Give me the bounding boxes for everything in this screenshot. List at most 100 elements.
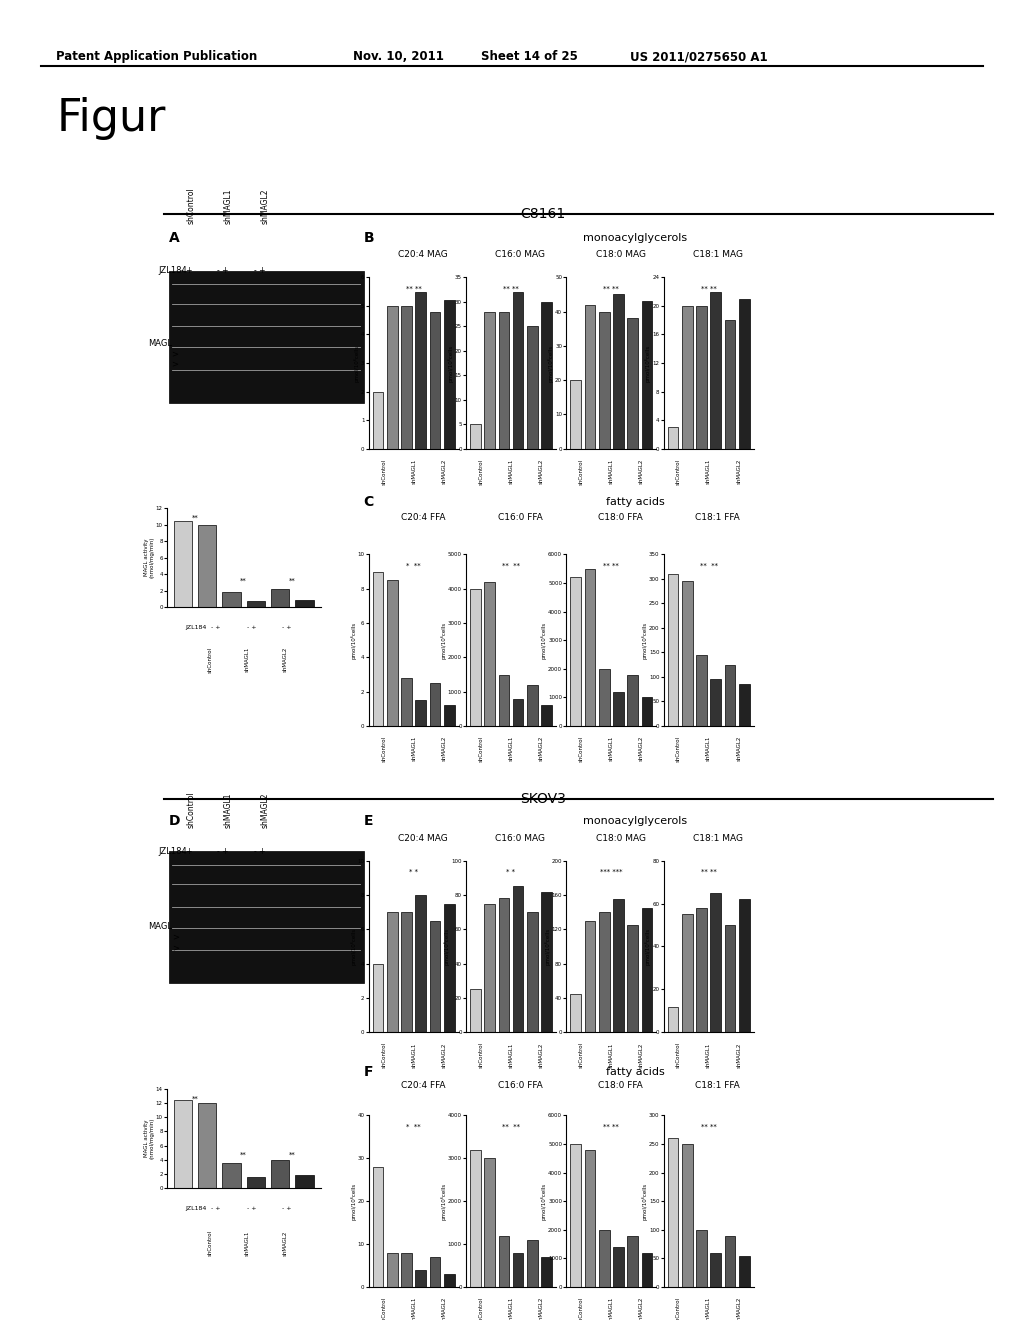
Text: shControl: shControl	[676, 1043, 681, 1068]
Bar	[222, 593, 241, 607]
Text: shControl: shControl	[579, 458, 584, 484]
Y-axis label: MAGL activity
(nmol/mg/min): MAGL activity (nmol/mg/min)	[143, 537, 155, 578]
Text: shMAGL2: shMAGL2	[639, 737, 644, 762]
Bar	[542, 891, 552, 1032]
Bar	[271, 1160, 289, 1188]
Text: - +: - +	[247, 1206, 256, 1212]
Text: shMAGL2: shMAGL2	[283, 1230, 288, 1255]
Text: *** ***: *** ***	[600, 870, 623, 875]
Text: shMAGL2: shMAGL2	[639, 1296, 644, 1320]
Text: shMAGL2: shMAGL2	[441, 458, 446, 484]
Y-axis label: pmol/10⁶cells: pmol/10⁶cells	[353, 345, 359, 381]
Text: ** **: ** **	[700, 870, 717, 875]
Bar	[373, 392, 383, 449]
Text: C18:0 FFA: C18:0 FFA	[598, 513, 643, 521]
Text: shMAGL1: shMAGL1	[609, 737, 613, 762]
Text: - +: - +	[217, 267, 229, 275]
Text: shMAGL1: shMAGL1	[224, 189, 232, 224]
Bar	[430, 312, 440, 449]
Bar	[613, 294, 624, 449]
Text: A: A	[169, 231, 179, 244]
Bar	[599, 312, 609, 449]
Bar	[527, 326, 538, 449]
Bar	[199, 525, 216, 607]
Bar	[470, 424, 480, 449]
Bar	[174, 1100, 193, 1188]
Text: shControl: shControl	[478, 1043, 483, 1068]
Text: MAGL: MAGL	[148, 339, 172, 347]
Text: B: B	[364, 231, 374, 244]
Bar	[599, 1230, 609, 1287]
Bar	[642, 301, 652, 449]
Bar	[430, 921, 440, 1032]
Y-axis label: pmol/10⁶cells: pmol/10⁶cells	[645, 928, 651, 965]
Text: shMAGL2: shMAGL2	[539, 458, 544, 484]
Text: shMAGL2: shMAGL2	[736, 458, 741, 484]
Text: shControl: shControl	[579, 1296, 584, 1320]
Text: shControl: shControl	[381, 737, 386, 762]
Bar	[484, 1159, 495, 1287]
Text: *  **: * **	[407, 564, 421, 569]
Bar	[696, 1230, 707, 1287]
Bar	[513, 887, 523, 1032]
Text: F: F	[364, 1065, 373, 1078]
Text: shMAGL2: shMAGL2	[539, 737, 544, 762]
Text: shControl: shControl	[676, 1296, 681, 1320]
Bar	[527, 685, 538, 726]
Bar	[401, 678, 412, 726]
Text: Patent Application Publication: Patent Application Publication	[56, 50, 258, 63]
Bar	[542, 1257, 552, 1287]
Bar	[295, 599, 313, 607]
Text: monoacylglycerols: monoacylglycerols	[583, 232, 687, 243]
Text: SKOV3: SKOV3	[520, 792, 565, 805]
Text: C16:0 FFA: C16:0 FFA	[498, 1081, 543, 1089]
Text: - +: - +	[247, 624, 256, 630]
Text: shMAGL1: shMAGL1	[609, 458, 613, 484]
Text: ** **: ** **	[700, 286, 717, 292]
Text: C20:4 MAG: C20:4 MAG	[398, 834, 447, 842]
Text: JZL184: JZL184	[185, 1206, 207, 1212]
Bar	[513, 1253, 523, 1287]
Bar	[570, 577, 581, 726]
Text: monoacylglycerols: monoacylglycerols	[583, 816, 687, 826]
Bar	[169, 851, 364, 983]
Text: shMAGL2: shMAGL2	[736, 1043, 741, 1068]
Text: >: >	[171, 360, 178, 368]
Text: ** **: ** **	[503, 286, 519, 292]
Y-axis label: pmol/10⁶cells: pmol/10⁶cells	[350, 1183, 356, 1220]
Text: MAGL: MAGL	[148, 923, 172, 931]
Text: - +: - +	[211, 1206, 221, 1212]
Text: - +: - +	[211, 624, 221, 630]
Text: shControl: shControl	[187, 187, 196, 224]
Text: shMAGL2: shMAGL2	[283, 647, 288, 672]
Text: D: D	[169, 814, 180, 828]
Text: shControl: shControl	[579, 1043, 584, 1068]
Bar	[387, 579, 397, 726]
Text: shMAGL1: shMAGL1	[224, 792, 232, 828]
Bar	[725, 321, 735, 449]
Text: shControl: shControl	[478, 1296, 483, 1320]
Bar	[199, 1104, 216, 1188]
Bar	[484, 312, 495, 449]
Text: ** **: ** **	[406, 286, 422, 292]
Y-axis label: pmol/10⁶cells: pmol/10⁶cells	[548, 345, 554, 381]
Text: shMAGL2: shMAGL2	[736, 1296, 741, 1320]
Bar	[295, 1175, 313, 1188]
Bar	[711, 680, 721, 726]
Bar	[484, 903, 495, 1032]
Bar	[527, 912, 538, 1032]
Text: shMAGL1: shMAGL1	[412, 1043, 416, 1068]
Bar	[470, 990, 480, 1032]
Text: shMAGL2: shMAGL2	[736, 737, 741, 762]
Text: C18:1 MAG: C18:1 MAG	[693, 834, 742, 842]
Text: shMAGL2: shMAGL2	[639, 458, 644, 484]
Bar	[499, 1236, 509, 1287]
Text: * *: * *	[507, 870, 515, 875]
Text: C20:4 FFA: C20:4 FFA	[400, 513, 445, 521]
Bar	[222, 1163, 241, 1188]
Text: shControl: shControl	[381, 1296, 386, 1320]
Text: >: >	[172, 933, 179, 941]
Text: shMAGL1: shMAGL1	[412, 737, 416, 762]
Bar	[499, 899, 509, 1032]
Y-axis label: pmol/10⁶cells: pmol/10⁶cells	[447, 345, 454, 381]
